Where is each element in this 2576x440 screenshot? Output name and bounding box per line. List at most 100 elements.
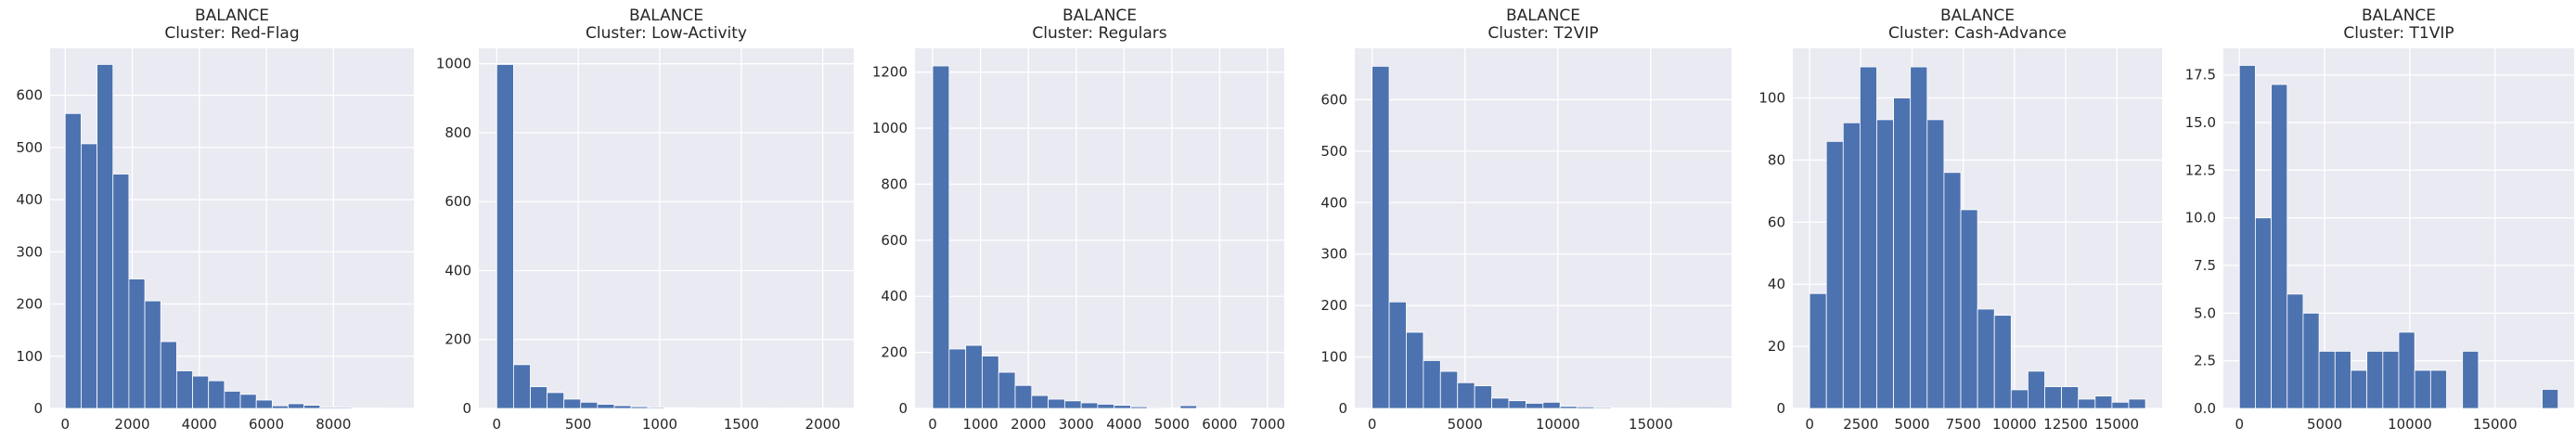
histogram-bar xyxy=(932,65,950,409)
histogram-bar xyxy=(2542,389,2559,409)
y-tick-label: 500 xyxy=(1320,143,1347,160)
y-tick-label: 0 xyxy=(462,400,471,417)
histogram-bar xyxy=(2271,84,2288,409)
chart-subtitle: Cluster: Low-Activity xyxy=(586,24,747,43)
chart-panel-2: 0 500 1000 1500 2000 0 200 400 600 800 1000 BALANCE… xyxy=(436,6,854,433)
x-tick-label: 0 xyxy=(1805,416,1814,433)
y-tick-label: 0 xyxy=(1338,400,1347,417)
histogram-bar xyxy=(547,392,565,409)
histogram-bar xyxy=(1474,385,1492,409)
x-tick-label: 0 xyxy=(60,416,70,433)
histogram-bar xyxy=(192,375,210,409)
histogram-bar xyxy=(1063,400,1082,409)
chart-subtitle: Cluster: T2VIP xyxy=(1488,24,1598,43)
y-tick-label: 100 xyxy=(1758,90,1785,107)
histogram-bar xyxy=(144,300,161,409)
histogram-bar xyxy=(97,64,114,409)
chart-title: BALANCE xyxy=(195,6,269,25)
histogram-bar xyxy=(1893,97,1912,409)
histogram-bar xyxy=(1130,406,1148,409)
histogram-bar xyxy=(530,386,547,409)
chart-panel-5: 0 2500 5000 7500 10000 12500 15000 0 20 40 60 80 100… xyxy=(1758,6,2162,433)
histogram-bar xyxy=(1577,406,1595,409)
chart-panel-3: 0 1000 2000 3000 4000 5000 6000 7000 0 200 400 600 8… xyxy=(872,6,1285,433)
y-tick-label: 15.0 xyxy=(2185,114,2216,131)
y-tick-label: 600 xyxy=(1320,91,1347,108)
histogram-bar xyxy=(2128,398,2146,409)
histogram-bar xyxy=(2414,369,2431,409)
histogram-bar xyxy=(81,143,97,409)
chart-panel-4: 0 5000 10000 15000 0 100 200 300 400 500 600 BALANC… xyxy=(1320,6,1732,433)
histogram-bar xyxy=(1048,398,1065,409)
y-tick-label: 0 xyxy=(1776,400,1785,417)
x-tick-label: 3000 xyxy=(1059,416,1094,433)
histogram-bar xyxy=(112,174,130,409)
chart-subtitle: Cluster: Regulars xyxy=(1032,24,1166,43)
y-tick-label: 2.5 xyxy=(2194,353,2216,369)
x-tick-label: 10000 xyxy=(1536,416,1580,433)
y-tick-label: 600 xyxy=(16,87,43,104)
histogram-bar xyxy=(630,406,649,409)
x-tick-label: 15000 xyxy=(1629,416,1673,433)
x-tick-label: 10000 xyxy=(2388,416,2432,433)
y-tick-label: 80 xyxy=(1768,151,1785,168)
x-tick-label: 8000 xyxy=(316,416,351,433)
y-tick-label: 0 xyxy=(898,400,908,417)
histogram-bar xyxy=(1014,384,1033,409)
y-tick-label: 5.0 xyxy=(2194,304,2216,321)
y-tick-label: 40 xyxy=(1768,276,1785,292)
histogram-bar xyxy=(1559,406,1578,409)
histogram-bar xyxy=(303,405,321,409)
chart-panel-6: 0 5000 10000 15000 0.0 2.5 5.0 7.5 10.0 12.5 15.0 1… xyxy=(2185,6,2574,433)
histogram-bar xyxy=(1508,400,1526,409)
histogram-bar xyxy=(2429,369,2447,409)
histogram-bar xyxy=(1031,395,1049,409)
histogram-bar xyxy=(2078,398,2096,409)
histogram-bar xyxy=(2061,386,2080,409)
y-tick-label: 60 xyxy=(1768,214,1785,230)
y-tick-label: 400 xyxy=(881,288,908,304)
x-tick-label: 4000 xyxy=(182,416,217,433)
histogram-bar xyxy=(2255,217,2273,409)
x-tick-label: 15000 xyxy=(2473,416,2518,433)
chart-title: BALANCE xyxy=(1063,6,1137,25)
histogram-bar xyxy=(2334,351,2351,409)
y-tick-label: 300 xyxy=(16,243,43,260)
histogram-bar xyxy=(128,278,146,409)
histogram-bar xyxy=(2351,369,2368,409)
y-tick-label: 7.5 xyxy=(2194,257,2216,274)
x-tick-label: 7000 xyxy=(1250,416,1285,433)
histogram-bar xyxy=(2302,312,2320,409)
histogram-bar xyxy=(271,405,289,409)
y-tick-label: 20 xyxy=(1768,338,1785,355)
y-tick-label: 400 xyxy=(16,191,43,208)
histogram-bar xyxy=(1114,405,1131,409)
x-tick-label: 2500 xyxy=(1843,416,1878,433)
histogram-bar xyxy=(1809,292,1827,409)
plot-area xyxy=(479,48,854,408)
y-tick-label: 300 xyxy=(1320,246,1347,263)
histogram-bar xyxy=(2238,65,2256,409)
y-tick-label: 17.5 xyxy=(2185,67,2216,84)
histogram-bar xyxy=(2462,351,2479,409)
x-tick-label: 10000 xyxy=(1992,416,2037,433)
histogram-bar xyxy=(2318,351,2336,409)
histogram-bar xyxy=(2398,331,2415,409)
histogram-bar xyxy=(1943,172,1962,409)
x-tick-label: 5000 xyxy=(1448,416,1483,433)
y-tick-label: 0.0 xyxy=(2194,400,2216,417)
histogram-bar xyxy=(1993,315,2012,409)
chart-title: BALANCE xyxy=(1940,6,2015,25)
y-tick-label: 600 xyxy=(881,232,908,249)
chart-panel-1: 0 2000 4000 6000 8000 0 100 200 300 400 500 600 BALA… xyxy=(16,6,414,433)
histogram-bar xyxy=(1860,66,1877,409)
histogram-bar xyxy=(1542,401,1561,409)
y-tick-label: 200 xyxy=(1320,297,1347,314)
histogram-bar xyxy=(208,380,225,409)
histogram-bar xyxy=(998,371,1016,409)
histogram-bar xyxy=(1977,308,1995,409)
y-tick-label: 100 xyxy=(16,348,43,365)
histogram-bar xyxy=(2044,386,2063,409)
x-tick-label: 0 xyxy=(2235,416,2244,433)
histogram-bar xyxy=(1876,119,1895,409)
